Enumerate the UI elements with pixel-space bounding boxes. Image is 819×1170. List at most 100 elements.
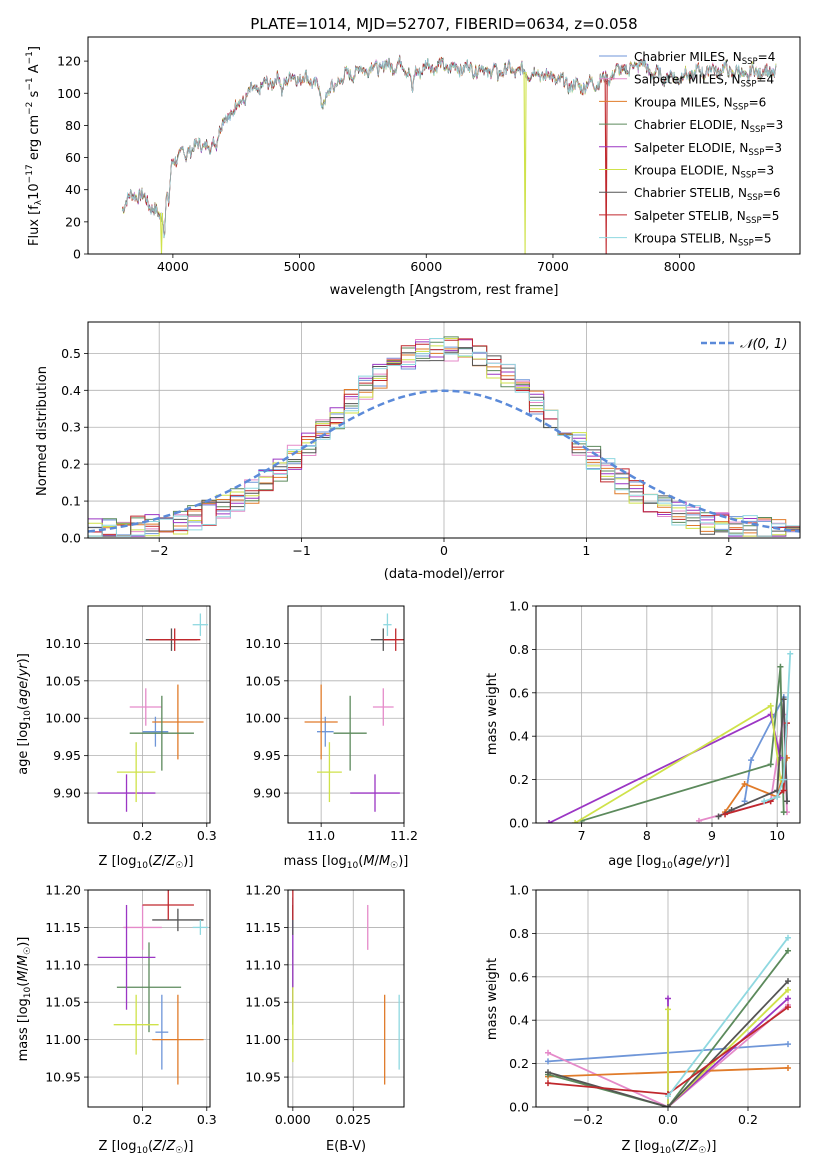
spectrum-legend-label: Kroupa ELODIE, NSSP=3 (634, 164, 774, 181)
spectrum-legend-label: Chabrier ELODIE, NSSP=3 (634, 118, 783, 135)
histogram-panel: −2 −1 0 1 2 0.0 0.1 0.2 0.3 0.4 0.5 (data-model)/e… (35, 321, 801, 582)
residual-histogram-marks (88, 336, 800, 538)
mass-vs-z-ytick-label: 10.95 (45, 1070, 81, 1085)
mass-weight-point (777, 663, 784, 670)
spectrum-series-line (121, 56, 777, 238)
mass-weight-line (547, 950, 789, 1107)
spectrum-xtick-label: 5000 (284, 259, 316, 274)
mass-weight-point (785, 1041, 791, 1048)
mass-weight-point (741, 798, 748, 805)
mass-vs-z-plot: 0.2 0.3 10.95 11.00 11.05 11.10 11.15 11.20 (45, 883, 217, 1128)
mass-vs-z-ytick-label: 11.10 (45, 957, 81, 972)
age-vs-z-frame (87, 605, 211, 824)
mass-weight-vs-age-ytick-label: 0.8 (509, 642, 529, 657)
residual-histogram-ytick-label: 0.2 (61, 457, 81, 472)
mass-weight-point (780, 776, 787, 783)
mass-vs-z-panel: 0.2 0.3 10.95 11.00 11.05 11.10 11.15 11.20 Z [… (16, 883, 217, 1157)
age-vs-z-marks (97, 613, 209, 812)
spectrum-xtick-label: 6000 (410, 259, 442, 274)
mass-weight-vs-z-xlabel: Z [log10(Z/Z☉)] (622, 1139, 717, 1156)
mass-weight-vs-age-xtick-label: 7 (578, 828, 586, 843)
mass-weight-line (547, 980, 789, 1107)
mass-weight-vs-age-marks (546, 650, 794, 823)
mass-weight-point (546, 820, 553, 823)
mass-weight-line (667, 997, 789, 1107)
mass-weight-point (785, 934, 791, 941)
mass-weight-line (581, 666, 785, 822)
mass-weight-vs-age-xtick-label: 8 (643, 828, 651, 843)
age-vs-mass-xtick-label: 11.0 (307, 828, 335, 843)
normal-legend-label: 𝒩(0, 1) (740, 337, 787, 352)
mass-weight-vs-age-panel: 7 8 9 10 0.0 0.2 0.4 0.6 0.8 1.0 age [log10(age/y… (485, 599, 801, 871)
age-vs-z-ytick-label: 10.05 (45, 673, 81, 688)
mass-weight-vs-age-xlabel: age [log10(age/yr)] (608, 854, 730, 871)
age-vs-mass-ytick-label: 9.95 (253, 748, 281, 763)
mass-weight-point (715, 813, 722, 820)
age-vs-z-ytick-label: 10.10 (45, 636, 81, 651)
mass-weight-point (748, 757, 755, 764)
normal-curve (88, 389, 800, 533)
age-vs-z-ytick-label: 9.95 (53, 748, 81, 763)
mass-vs-z-xtick-label: 0.3 (197, 1112, 217, 1127)
residual-histogram-ytick-label: 0.3 (61, 420, 81, 435)
mass-vs-ebv-marks (292, 890, 400, 1085)
spectrum-spike (159, 212, 164, 254)
histogram-ylabel: Normed distribution (35, 366, 50, 496)
mass-weight-vs-age-xtick-label: 9 (708, 828, 716, 843)
mass-weight-point (780, 696, 787, 703)
mass-weight-point (785, 978, 791, 985)
mass-vs-ebv-ytick-label: 11.00 (245, 1032, 281, 1047)
mass-weight-point (545, 1080, 551, 1087)
age-vs-mass-ytick-label: 9.90 (253, 786, 281, 801)
spectrum-ytick-label: 120 (57, 54, 81, 69)
mass-weight-point (767, 761, 774, 768)
mass-vs-z-xlabel: Z [log10(Z/Z☉)] (99, 1139, 194, 1156)
age-vs-mass-panel: 11.0 11.2 9.90 9.95 10.00 10.05 10.10 mass [lo… (245, 605, 418, 871)
age-vs-mass-xtick-label: 11.2 (390, 828, 418, 843)
mass-vs-ebv-xtick-label: 0.000 (275, 1112, 311, 1127)
spectrum-xlabel: wavelength [Angstrom, rest frame] (330, 283, 559, 298)
residual-histogram-ytick-label: 0.0 (61, 531, 81, 546)
mass-vs-ebv-panel: 0.000 0.025 10.95 11.00 11.05 11.10 11.15 11.20… (245, 883, 405, 1154)
mass-vs-z-ytick-label: 11.15 (45, 920, 81, 935)
age-vs-z-ytick-label: 10.00 (45, 711, 81, 726)
figure-title: PLATE=1014, MJD=52707, FIBERID=0634, z=0… (250, 15, 637, 33)
mass-weight-point (572, 820, 579, 823)
age-vs-mass-ytick-label: 10.05 (245, 673, 281, 688)
age-vs-mass-frame (287, 605, 405, 824)
mass-vs-ebv-xlabel: E(B-V) (326, 1139, 366, 1154)
spectrum-ytick-label: 80 (65, 118, 81, 133)
spectrum-ytick-label: 40 (65, 182, 81, 197)
spectrum-spike (604, 78, 608, 254)
age-vs-z-ytick-label: 9.90 (53, 786, 81, 801)
mass-weight-vs-z-panel: −0.2 0.0 0.2 0.0 0.2 0.4 0.6 0.8 1.0 Z [log10(Z/… (485, 883, 801, 1156)
mass-weight-point (785, 1004, 791, 1011)
mass-vs-ebv-ytick-label: 11.10 (245, 957, 281, 972)
residual-histogram-ytick-label: 0.4 (61, 383, 81, 398)
spectrum-marks (121, 54, 777, 254)
residual-histogram-xtick-label: −2 (150, 543, 168, 558)
mass-weight-vs-z-ytick-label: 0.0 (509, 1100, 529, 1115)
mass-weight-vs-age-ytick-label: 1.0 (509, 599, 529, 614)
age-vs-z-ylabel: age [log10(age/yr)] (16, 653, 33, 775)
mass-weight-point (722, 811, 729, 818)
mass-vs-ebv-frame (287, 889, 405, 1108)
age-vs-z-xlabel: Z [log10(Z/Z☉)] (99, 854, 194, 871)
spectrum-xtick-label: 8000 (664, 259, 696, 274)
mass-weight-vs-z-xtick-label: −0.2 (573, 1112, 603, 1127)
mass-weight-vs-z-ytick-label: 1.0 (509, 883, 529, 898)
mass-weight-point (785, 1064, 791, 1071)
mass-weight-point (545, 1049, 551, 1056)
mass-weight-point (785, 986, 791, 993)
mass-vs-ebv-ytick-label: 11.20 (245, 883, 281, 898)
mass-weight-vs-z-xtick-label: 0.0 (658, 1112, 678, 1127)
mass-weight-vs-z-plot: −0.2 0.0 0.2 0.0 0.2 0.4 0.6 0.8 1.0 (509, 883, 801, 1127)
mass-weight-vs-z-ytick-label: 0.4 (509, 1013, 529, 1028)
mass-weight-vs-z-ytick-label: 0.2 (509, 1056, 529, 1071)
residual-histogram-xtick-label: 0 (440, 543, 448, 558)
mass-weight-point (665, 1104, 671, 1107)
mass-weight-point (780, 809, 787, 816)
mass-vs-ebv-plot: 0.000 0.025 10.95 11.00 11.05 11.10 11.15 11.20 (245, 883, 405, 1127)
mass-weight-line (667, 937, 789, 1097)
